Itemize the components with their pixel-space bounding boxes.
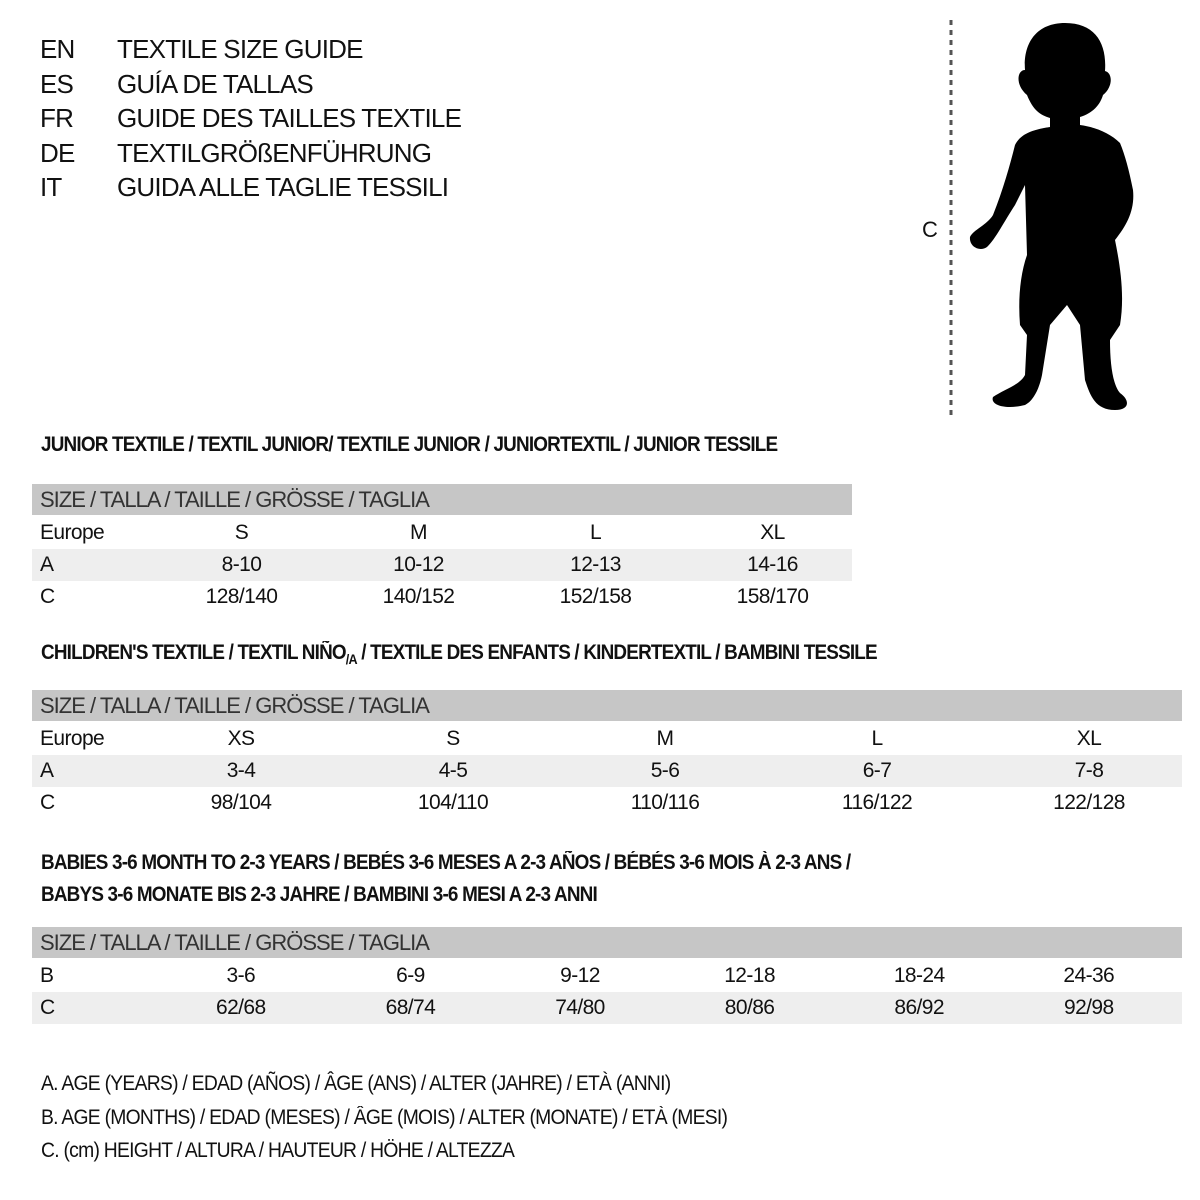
- size-cell: 6-7: [862, 759, 892, 782]
- size-cell: 92/98: [1063, 996, 1114, 1019]
- size-cell: 3-6: [226, 964, 256, 987]
- size-cell: 12-18: [724, 964, 775, 987]
- row-label: C: [40, 996, 55, 1019]
- size-cell: 122/128: [1053, 791, 1125, 814]
- row-label: A: [40, 553, 54, 576]
- size-cell: 4-5: [438, 759, 468, 782]
- size-cell: L: [589, 521, 602, 544]
- size-cell: 8-10: [221, 553, 262, 576]
- legend-item: A. AGE (YEARS) / EDAD (AÑOS) / ÂGE (ANS)…: [41, 1072, 671, 1095]
- size-cell: L: [871, 727, 883, 750]
- language-code: IT: [40, 172, 62, 202]
- size-cell: 116/122: [841, 791, 913, 814]
- size-cell: 6-9: [396, 964, 425, 987]
- babies-title-line2: BABYS 3-6 MONATE BIS 2-3 JAHRE / BAMBINI…: [41, 883, 598, 906]
- size-cell: 68/74: [385, 996, 436, 1019]
- size-cell: 12-13: [570, 553, 621, 576]
- babies-table: SIZE / TALLA / TAILLE / GRÖSSE / TAGLIA B…: [32, 927, 1182, 1024]
- row-label: Europe: [40, 727, 105, 750]
- size-row: C 62/68 68/74 74/80 80/86 86/92 92/98: [32, 992, 1182, 1024]
- language-code: ES: [40, 68, 74, 99]
- size-row: A 8-10 10-12 12-13 14-16: [32, 549, 852, 581]
- size-cell: M: [656, 727, 675, 750]
- language-code: FR: [40, 103, 74, 133]
- size-cell: 3-4: [226, 759, 256, 782]
- language-code: EN: [40, 34, 75, 64]
- child-figure: C: [915, 15, 1155, 425]
- guide-title: TEXTILGRÖßENFÜHRUNG: [117, 137, 432, 168]
- size-row: A 3-4 4-5 5-6 6-7 7-8: [32, 755, 1182, 787]
- size-header: SIZE / TALLA / TAILLE / GRÖSSE / TAGLIA: [32, 927, 1182, 958]
- guide-title: GUIDE DES TAILLES TEXTILE: [117, 103, 462, 133]
- size-cell: 5-6: [650, 759, 680, 782]
- size-cell: S: [446, 727, 460, 750]
- size-row: C 128/140 140/152 152/158 158/170: [32, 581, 852, 613]
- size-cell: 98/104: [210, 791, 272, 814]
- junior-title: JUNIOR TEXTILE / TEXTIL JUNIOR/ TEXTILE …: [41, 433, 778, 456]
- children-table: SIZE / TALLA / TAILLE / GRÖSSE / TAGLIA E…: [32, 690, 1182, 819]
- legend-item: C. (cm) HEIGHT / ALTURA / HAUTEUR / HÖHE…: [41, 1139, 515, 1162]
- row-label: C: [40, 791, 55, 814]
- size-cell: 128/140: [205, 585, 278, 608]
- size-cell: 158/170: [736, 585, 809, 608]
- size-cell: XL: [760, 521, 785, 544]
- size-cell: 74/80: [555, 996, 605, 1019]
- legend-item: B. AGE (MONTHS) / EDAD (MESES) / ÂGE (MO…: [41, 1105, 728, 1129]
- size-header: SIZE / TALLA / TAILLE / GRÖSSE / TAGLIA: [32, 484, 852, 515]
- row-label: Europe: [40, 521, 105, 544]
- size-cell: 10-12: [393, 553, 444, 576]
- size-row: C 98/104 104/110 110/116 116/122 122/128: [32, 787, 1182, 819]
- size-cell: 152/158: [559, 585, 632, 608]
- junior-table: SIZE / TALLA / TAILLE / GRÖSSE / TAGLIA E…: [32, 484, 852, 613]
- guide-title: GUIDA ALLE TAGLIE TESSILI: [117, 172, 449, 202]
- language-code: DE: [40, 137, 75, 168]
- size-cell: M: [410, 521, 428, 544]
- size-row: Europe XS S M L XL: [32, 723, 1182, 755]
- child-silhouette-icon: [949, 20, 1134, 415]
- children-title: CHILDREN'S TEXTILE / TEXTIL NIÑO/A / TEX…: [41, 641, 878, 668]
- size-cell: 18-24: [893, 964, 945, 987]
- babies-title-line1: BABIES 3-6 MONTH TO 2-3 YEARS / BEBÉS 3-…: [41, 851, 851, 874]
- size-row: B 3-6 6-9 9-12 12-18 18-24 24-36: [32, 960, 1182, 992]
- size-cell: XS: [227, 727, 255, 750]
- size-cell: 62/68: [216, 996, 266, 1019]
- size-cell: 9-12: [560, 964, 600, 987]
- size-cell: S: [234, 521, 249, 544]
- size-cell: 24-36: [1063, 964, 1115, 987]
- row-label: C: [40, 585, 55, 608]
- size-cell: 140/152: [382, 585, 455, 608]
- guide-title: TEXTILE SIZE GUIDE: [117, 34, 363, 64]
- guide-title: GUÍA DE TALLAS: [117, 68, 314, 99]
- size-cell: 14-16: [747, 553, 798, 576]
- size-header: SIZE / TALLA / TAILLE / GRÖSSE / TAGLIA: [32, 690, 1182, 721]
- height-label: C: [922, 217, 938, 242]
- size-cell: 80/86: [724, 996, 775, 1019]
- size-row: Europe S M L XL: [32, 517, 852, 549]
- size-cell: 110/116: [630, 791, 700, 814]
- size-cell: 104/110: [417, 791, 489, 814]
- size-cell: XL: [1076, 727, 1102, 750]
- row-label: B: [40, 964, 54, 987]
- size-cell: 86/92: [894, 996, 944, 1019]
- row-label: A: [40, 759, 54, 782]
- size-cell: 7-8: [1074, 759, 1104, 782]
